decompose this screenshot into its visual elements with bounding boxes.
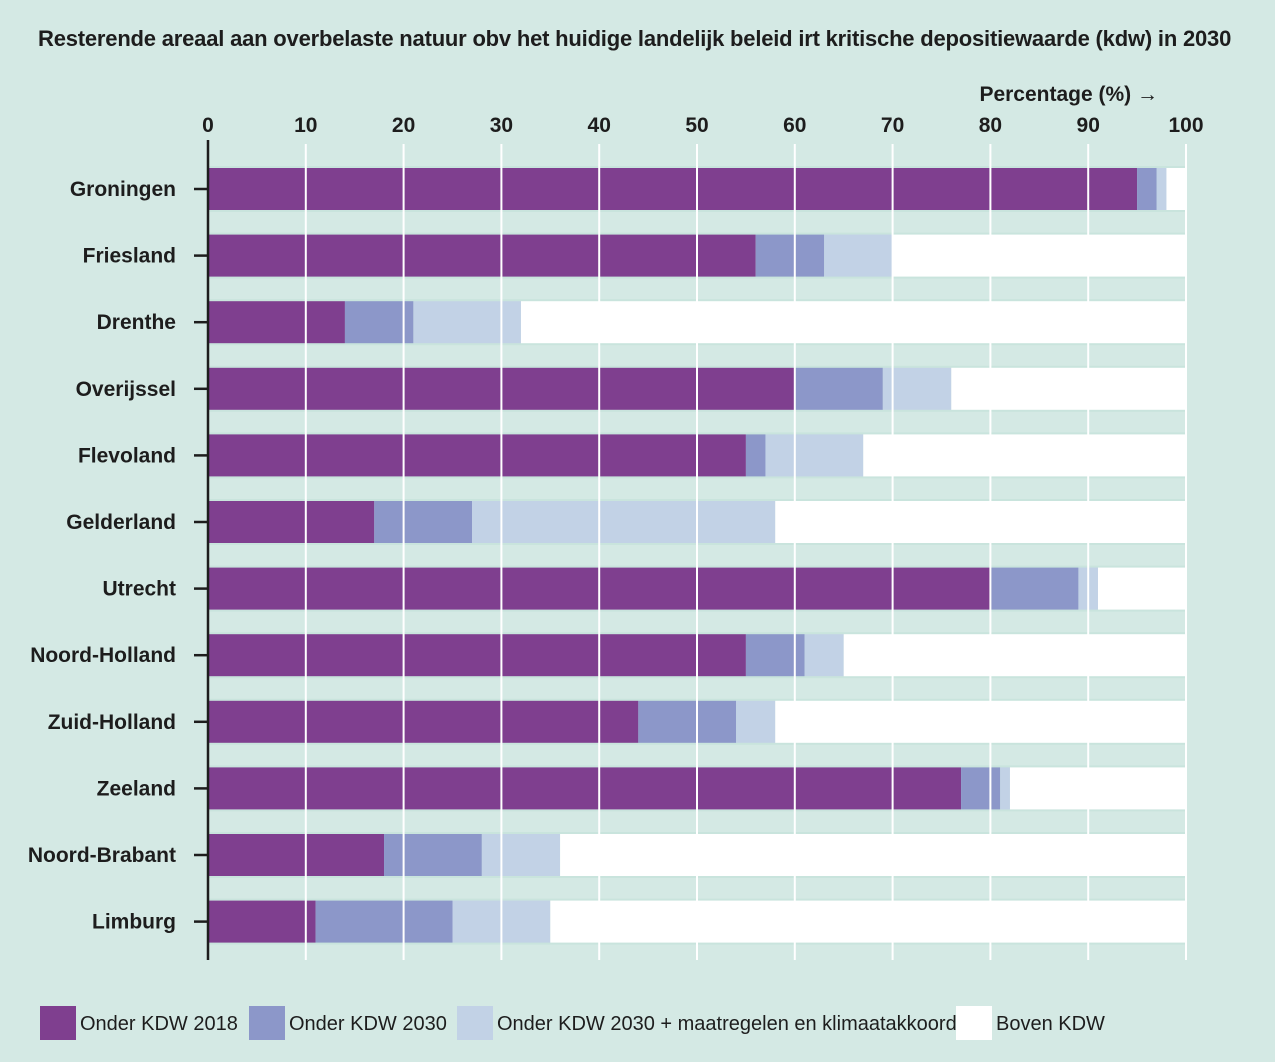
x-tick-label: 70 xyxy=(881,114,904,137)
category-label: Friesland xyxy=(83,245,176,268)
bar-segment xyxy=(1137,168,1157,210)
bar-segment xyxy=(824,234,893,277)
bars-layer xyxy=(208,168,1186,943)
bar-segment xyxy=(208,767,962,810)
bar-segment xyxy=(481,834,561,876)
category-label: Groningen xyxy=(70,178,176,201)
bar-segment xyxy=(520,301,1186,344)
category-label: Flevoland xyxy=(78,444,176,467)
bar-segment xyxy=(990,567,1079,610)
legend-swatch xyxy=(249,1006,285,1040)
bar-segment xyxy=(1097,567,1186,610)
bar-segment xyxy=(794,367,883,410)
bar-segment xyxy=(374,501,473,543)
category-label: Gelderland xyxy=(66,511,176,534)
legend-label: Onder KDW 2018 xyxy=(80,1013,238,1035)
x-tick-label: 50 xyxy=(685,114,708,137)
x-tick-label: 40 xyxy=(588,114,611,137)
x-tick-label: 30 xyxy=(490,114,513,137)
x-tick-label: 0 xyxy=(202,114,214,137)
bar-segment xyxy=(208,501,375,543)
category-label: Zeeland xyxy=(97,777,176,800)
category-label: Noord-Holland xyxy=(30,644,176,667)
x-tick-label: 100 xyxy=(1168,114,1203,137)
bar-segment xyxy=(951,367,1186,410)
bar-segment xyxy=(638,700,737,743)
bar-segment xyxy=(472,501,776,543)
axis-layer: 0 10 20 30 40 50 60 70 80 90 100 Groningen Friesland… xyxy=(28,114,1204,960)
legend-label: Onder KDW 2030 xyxy=(289,1013,447,1035)
bar-segment xyxy=(208,434,746,477)
bar-segment xyxy=(208,301,345,344)
legend-swatch xyxy=(956,1006,992,1040)
category-label: Utrecht xyxy=(102,578,176,601)
category-label: Drenthe xyxy=(97,311,176,334)
x-tick-label: 10 xyxy=(294,114,317,137)
legend-swatch xyxy=(457,1006,493,1040)
bar-segment xyxy=(208,168,1138,210)
bar-segment xyxy=(208,634,746,677)
bar-segment xyxy=(560,834,1186,876)
x-tick-label: 20 xyxy=(392,114,415,137)
bar-segment xyxy=(1000,767,1010,810)
legend-swatch xyxy=(40,1006,76,1040)
bar-segment xyxy=(384,834,482,876)
bar-segment xyxy=(344,301,414,344)
bar-segment xyxy=(208,834,385,876)
bar-segment xyxy=(1009,767,1186,810)
category-label: Noord-Brabant xyxy=(28,844,176,867)
legend: Onder KDW 2018 Onder KDW 2030 Onder KDW 20… xyxy=(40,1006,1105,1040)
bar-segment xyxy=(863,434,1186,477)
bar-segment xyxy=(208,700,639,743)
bar-segment xyxy=(208,900,316,943)
category-label: Zuid-Holland xyxy=(48,711,176,734)
category-label: Overijssel xyxy=(76,378,176,401)
bar-segment xyxy=(892,234,1186,277)
bar-segment xyxy=(775,700,1186,743)
bar-segment xyxy=(1166,168,1186,210)
bar-segment xyxy=(736,700,776,743)
bar-segment xyxy=(775,501,1186,543)
bar-segment xyxy=(413,301,521,344)
bar-segment xyxy=(315,900,453,943)
bar-segment xyxy=(882,367,952,410)
bar-segment xyxy=(755,234,825,277)
x-tick-label: 80 xyxy=(979,114,1002,137)
legend-label: Onder KDW 2030 + maatregelen en klimaata… xyxy=(497,1013,957,1035)
overlay-layer xyxy=(304,144,1187,960)
bar-segment xyxy=(765,434,864,477)
bar-segment xyxy=(961,767,1001,810)
chart-title: Resterende areaal aan overbelaste natuur… xyxy=(38,26,1232,51)
bar-segment xyxy=(843,634,1186,677)
bar-segment xyxy=(745,434,766,477)
bar-segment xyxy=(550,900,1186,943)
x-axis-title: Percentage (%) → xyxy=(979,83,1158,106)
bar-segment xyxy=(208,234,756,277)
category-label: Limburg xyxy=(92,911,176,934)
bar-segment xyxy=(804,634,844,677)
legend-label: Boven KDW xyxy=(996,1013,1105,1035)
bar-segment xyxy=(1156,168,1167,210)
x-tick-label: 60 xyxy=(783,114,806,137)
x-tick-label: 90 xyxy=(1077,114,1100,137)
